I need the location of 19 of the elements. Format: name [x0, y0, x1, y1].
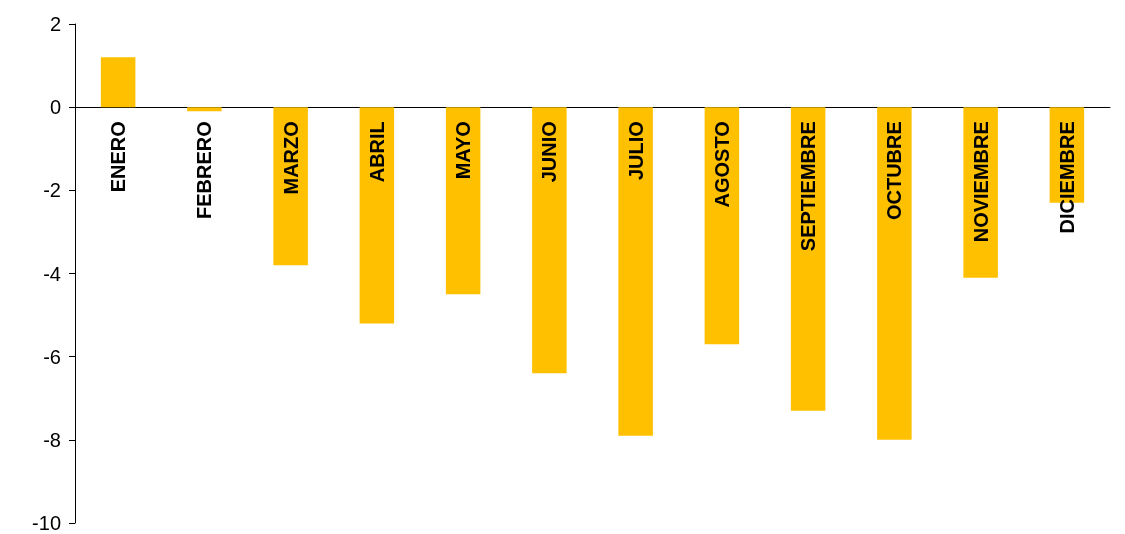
- x-tick-label: NOVIEMBRE: [969, 121, 992, 243]
- x-tick-label: ABRIL: [365, 121, 388, 183]
- x-tick-label: SEPTIEMBRE: [797, 121, 820, 252]
- y-tick-label: -6: [43, 345, 61, 368]
- y-tick-label: 0: [49, 96, 61, 119]
- y-tick-label: -8: [43, 428, 61, 451]
- y-tick-label: -4: [43, 262, 61, 285]
- x-tick-label: JULIO: [624, 121, 647, 181]
- x-tick-label: DICIEMBRE: [1055, 121, 1078, 234]
- x-tick-label: JUNIO: [538, 121, 561, 183]
- y-tick-label: -2: [43, 179, 61, 202]
- x-tick-label: ENERO: [107, 121, 130, 193]
- y-tick-label: -10: [32, 512, 61, 534]
- x-tick-label: FEBRERO: [193, 121, 216, 219]
- x-tick-label: MARZO: [279, 121, 302, 195]
- x-tick-label: OCTUBRE: [883, 121, 906, 221]
- x-tick-label: AGOSTO: [710, 121, 733, 208]
- x-tick-label: MAYO: [452, 121, 475, 180]
- y-tick-label: 2: [49, 13, 61, 35]
